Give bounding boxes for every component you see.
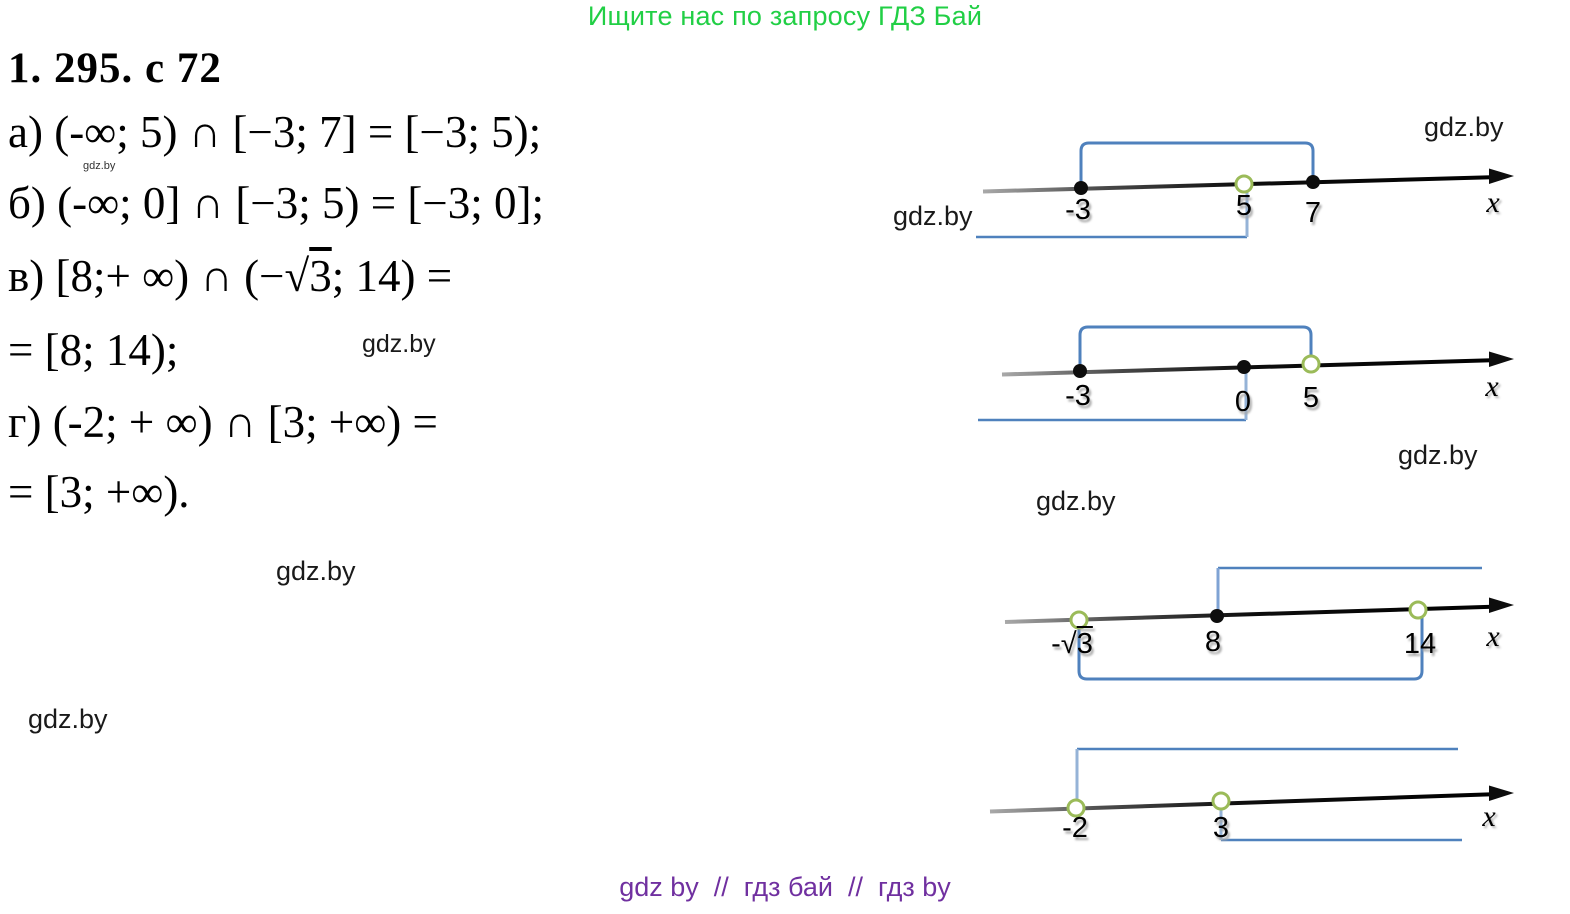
watermark-gdzby-mid: gdz.by [362, 330, 436, 358]
watermark-gdzby-tiny: gdz.by [83, 160, 116, 172]
point-closed-0 [1237, 360, 1251, 374]
watermark-gdzby-mid-right: gdz.by [1036, 486, 1116, 516]
watermark-gdzby-diagram1: gdz.by [893, 201, 973, 231]
axis-arrowhead [1489, 168, 1514, 184]
point-open-3 [1211, 791, 1231, 811]
d1-label-7: 7 [1304, 197, 1322, 229]
watermark-gdzby-left-1: gdz.by [276, 556, 356, 586]
promo-header: Ищите нас по запросу ГДЗ Бай [587, 1, 983, 31]
d4-label-minus2: -2 [1062, 812, 1088, 844]
axis-arrowhead [1489, 351, 1514, 367]
d2-axis-x-label: x [1485, 370, 1499, 403]
solution-line-b: б) (-∞; 0] ∩ [−3; 5) = [−3; 0]; [8, 178, 545, 228]
point-open-5 [1301, 354, 1321, 374]
point-closed-7 [1306, 175, 1320, 189]
d1-axis-x-label: x [1486, 186, 1500, 219]
page-title: 1. 295. с 72 [8, 45, 222, 92]
solution-line-g-result: = [3; +∞). [8, 467, 190, 517]
watermark-gdzby-topright: gdz.by [1424, 112, 1504, 142]
point-open-minus-sqrt3 [1069, 610, 1089, 630]
d2-label-5: 5 [1302, 382, 1320, 414]
axis-line [989, 792, 1501, 814]
watermark-gdzby-left-2: gdz.by [28, 704, 108, 734]
interval-bracket-top [1079, 141, 1315, 182]
d2-label-minus3: -3 [1065, 380, 1091, 412]
solution-line-v-result: = [8; 14); [8, 325, 179, 375]
axis-line [1004, 604, 1501, 624]
d1-label-minus3: -3 [1065, 194, 1091, 226]
footer-keywords: gdz by // гдз бай // гдз by [619, 872, 951, 902]
solution-line-a: а) (-∞; 5) ∩ [−3; 7] = [−3; 5); [8, 107, 542, 157]
d4-axis-x-label: x [1482, 800, 1496, 833]
d1-label-5: 5 [1235, 190, 1253, 222]
d3-sqrt-prefix: -√ [1051, 628, 1077, 660]
d3-label-8: 8 [1204, 626, 1222, 658]
interval-bracket-top [1078, 325, 1313, 366]
d3-sqrt-radicand: 3 [1076, 628, 1093, 660]
line-v-suffix: ; 14) = [331, 251, 453, 301]
d2-label-0: 0 [1234, 386, 1252, 418]
point-closed-8 [1210, 609, 1224, 623]
line-v-radicand: 3 [309, 251, 332, 301]
line-v-prefix: в) [8;+ ∞) ∩ (−√ [8, 251, 310, 301]
solution-line-g: г) (-2; + ∞) ∩ [3; +∞) = [8, 397, 438, 447]
axis-line [1001, 358, 1501, 377]
point-closed--3 [1073, 364, 1087, 378]
diagram-3 [1004, 566, 1514, 681]
interval-bracket-bottom [1077, 613, 1424, 681]
d4-label-3: 3 [1212, 812, 1230, 844]
watermark-gdzby-right-2: gdz.by [1398, 440, 1478, 470]
axis-arrowhead [1489, 597, 1514, 613]
d3-label-minus-sqrt3: -√3 [1051, 628, 1093, 661]
d3-label-14: 14 [1403, 628, 1437, 660]
point-closed--3 [1074, 181, 1088, 195]
axis-arrowhead [1489, 785, 1514, 801]
d3-axis-x-label: x [1486, 620, 1500, 653]
solution-line-v: в) [8;+ ∞) ∩ (−√3; 14) = [8, 250, 452, 302]
point-open-14 [1408, 600, 1428, 620]
